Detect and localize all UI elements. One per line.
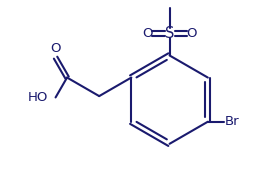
Text: Br: Br [225,115,240,128]
Text: O: O [143,27,153,40]
Text: HO: HO [27,91,48,104]
Text: O: O [186,27,197,40]
Text: O: O [50,42,61,55]
Text: S: S [165,26,174,41]
